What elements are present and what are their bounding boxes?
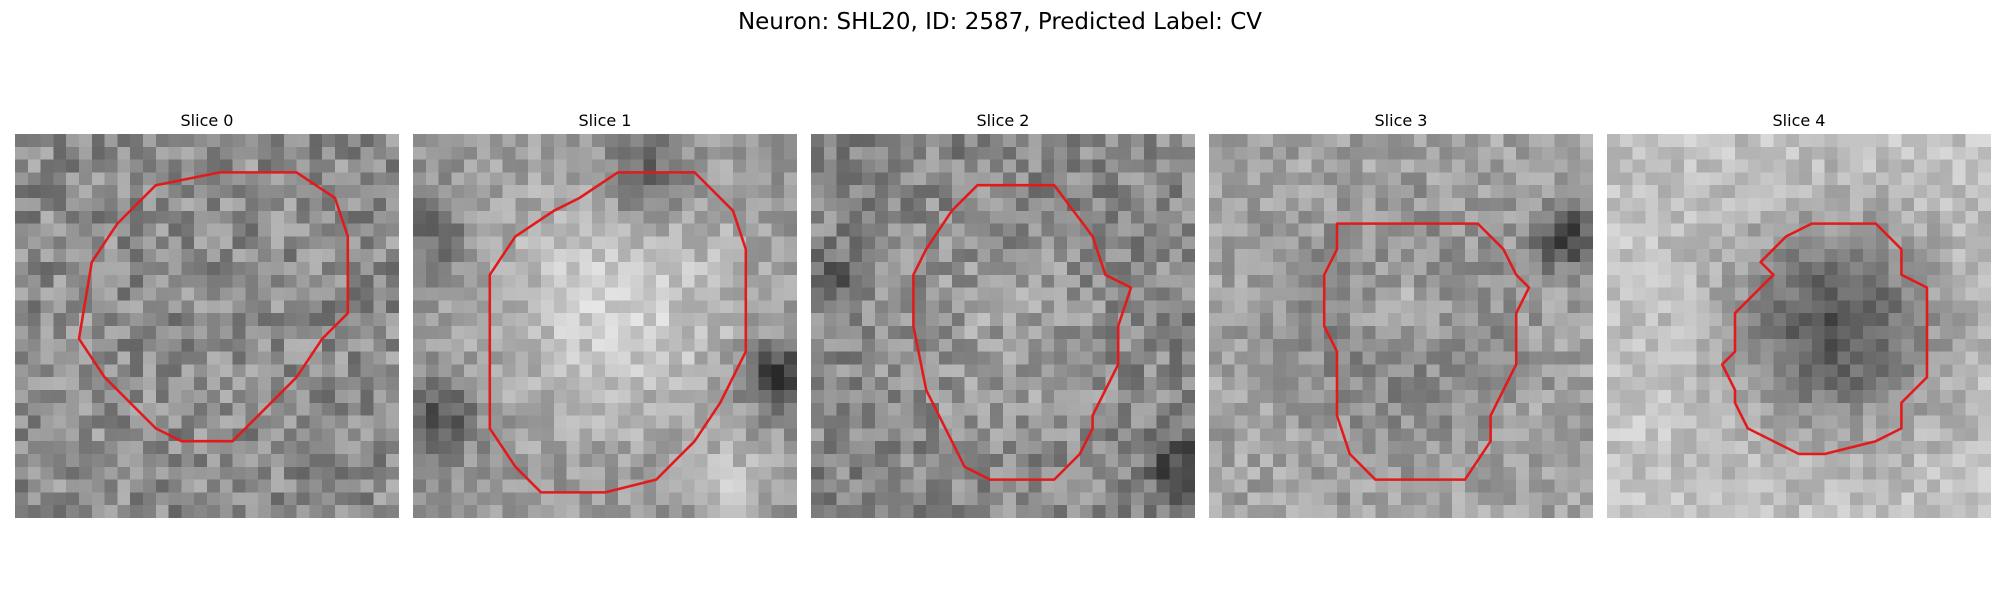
segmentation-contour: [1720, 222, 1929, 456]
slice-title: Slice 4: [1772, 111, 1826, 130]
slice-image: [811, 134, 1195, 518]
slice-title: Slice 3: [1374, 111, 1428, 130]
pixel-grid: [15, 134, 399, 518]
slice-image: [1209, 134, 1593, 518]
segmentation-contour: [1322, 222, 1531, 481]
slice-title: Slice 1: [578, 111, 632, 130]
pixel-grid: [811, 134, 1195, 518]
pixel-grid: [413, 134, 797, 518]
slice-panel-4: Slice 4: [1607, 108, 1991, 518]
slice-image: [413, 134, 797, 518]
figure-title: Neuron: SHL20, ID: 2587, Predicted Label…: [737, 9, 1263, 35]
slice-panel-1: Slice 1: [413, 108, 797, 518]
segmentation-contour: [77, 171, 350, 443]
slice-panel-0: Slice 0: [15, 108, 399, 518]
segmentation-contour: [488, 171, 748, 494]
pixel-grid: [1209, 134, 1593, 518]
slice-title: Slice 2: [976, 111, 1030, 130]
slice-panel-3: Slice 3: [1209, 108, 1593, 518]
slice-title: Slice 0: [180, 111, 234, 130]
pixel-grid: [1607, 134, 1991, 518]
slice-image: [15, 134, 399, 518]
slice-panel-2: Slice 2: [811, 108, 1195, 518]
segmentation-contour: [912, 183, 1133, 481]
slice-image: [1607, 134, 1991, 518]
